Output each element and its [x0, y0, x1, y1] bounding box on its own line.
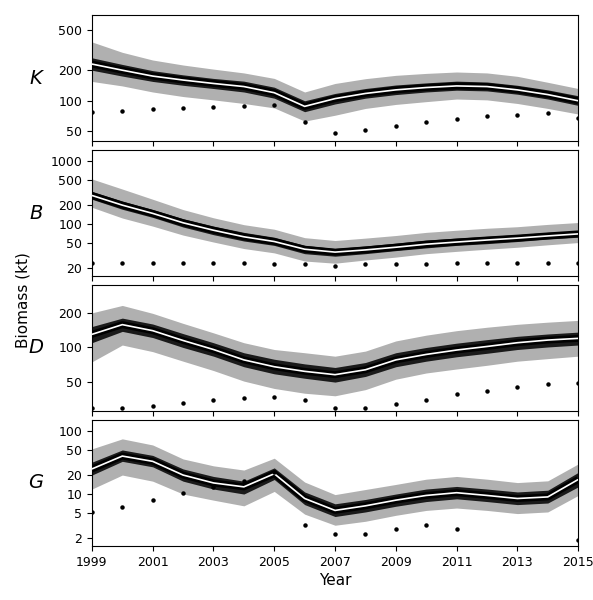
X-axis label: Year: Year	[319, 573, 351, 588]
Text: Biomass (kt): Biomass (kt)	[15, 252, 30, 348]
Text: D: D	[28, 338, 43, 358]
Text: B: B	[29, 203, 43, 223]
Text: G: G	[28, 473, 43, 493]
Text: K: K	[30, 68, 42, 88]
